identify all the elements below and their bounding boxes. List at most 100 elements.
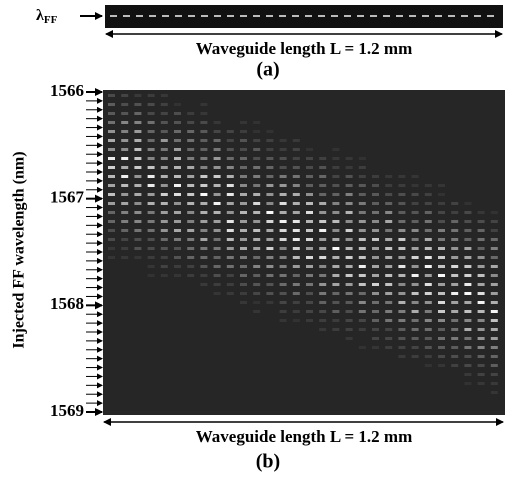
spot [108, 175, 115, 178]
spot [226, 238, 234, 241]
spot [108, 184, 115, 187]
spot [490, 256, 498, 259]
spot [200, 247, 208, 250]
spot [372, 310, 379, 313]
spot [279, 157, 287, 160]
spot [108, 211, 115, 214]
strip-image [105, 5, 503, 28]
spot [424, 346, 432, 349]
spot [108, 157, 115, 160]
spot [253, 301, 261, 304]
spot [213, 184, 221, 187]
spot [121, 220, 129, 223]
dash [175, 15, 182, 17]
spot [121, 184, 129, 187]
spot [438, 238, 445, 241]
spot [108, 139, 115, 142]
dash [318, 15, 325, 17]
spot [160, 139, 168, 142]
spot [108, 103, 115, 106]
spot [279, 292, 287, 295]
spot [121, 202, 129, 205]
spot [464, 328, 472, 331]
spot [226, 211, 234, 214]
spot [332, 310, 340, 313]
spot [266, 139, 274, 142]
spot [332, 256, 340, 259]
spot [121, 238, 129, 241]
spot [213, 148, 221, 151]
spot [200, 139, 208, 142]
spot [438, 184, 445, 187]
spot [134, 256, 142, 259]
spot [385, 202, 393, 205]
spot [490, 274, 498, 277]
spot [200, 121, 208, 124]
spot [411, 337, 419, 340]
spot [306, 247, 313, 250]
spot [424, 274, 432, 277]
spot [200, 148, 208, 151]
spot [490, 355, 498, 358]
spot [477, 355, 485, 358]
dash [279, 15, 286, 17]
spot [438, 247, 445, 250]
spot [306, 211, 313, 214]
spot [411, 202, 419, 205]
spot [358, 301, 366, 304]
spot [213, 175, 221, 178]
spot [266, 274, 274, 277]
spot [200, 229, 208, 232]
spot [134, 175, 142, 178]
spot [306, 238, 313, 241]
spot [147, 139, 155, 142]
spot [319, 256, 327, 259]
spot [200, 175, 208, 178]
spot [451, 202, 459, 205]
spot [332, 292, 340, 295]
spot [358, 292, 366, 295]
spot [240, 283, 247, 286]
spot [187, 166, 195, 169]
spot [319, 301, 327, 304]
spot [411, 274, 419, 277]
spot [385, 247, 393, 250]
spot [292, 283, 300, 286]
spot [279, 175, 287, 178]
spot [477, 292, 485, 295]
spot [411, 265, 419, 268]
spot [121, 148, 129, 151]
spot [292, 166, 300, 169]
y-tick-label: 1567 [50, 188, 85, 207]
spot [306, 148, 313, 151]
spot [253, 130, 261, 133]
spot [174, 256, 181, 259]
spot [464, 247, 472, 250]
spot [306, 274, 313, 277]
spot [226, 130, 234, 133]
spot [332, 274, 340, 277]
spot [240, 292, 247, 295]
spot [253, 184, 261, 187]
spot [226, 139, 234, 142]
spot [332, 184, 340, 187]
spot [372, 220, 379, 223]
spot [464, 364, 472, 367]
spot [490, 292, 498, 295]
spot [147, 184, 155, 187]
spot [490, 328, 498, 331]
spot [464, 319, 472, 322]
spot [134, 220, 142, 223]
dash [461, 15, 468, 17]
spot [226, 229, 234, 232]
spot [464, 355, 472, 358]
spot [358, 310, 366, 313]
spot [292, 220, 300, 223]
spot [160, 265, 168, 268]
dash [188, 15, 195, 17]
spot [319, 283, 327, 286]
spot [306, 220, 313, 223]
spot [424, 364, 432, 367]
spot [108, 112, 115, 115]
spot [398, 310, 406, 313]
